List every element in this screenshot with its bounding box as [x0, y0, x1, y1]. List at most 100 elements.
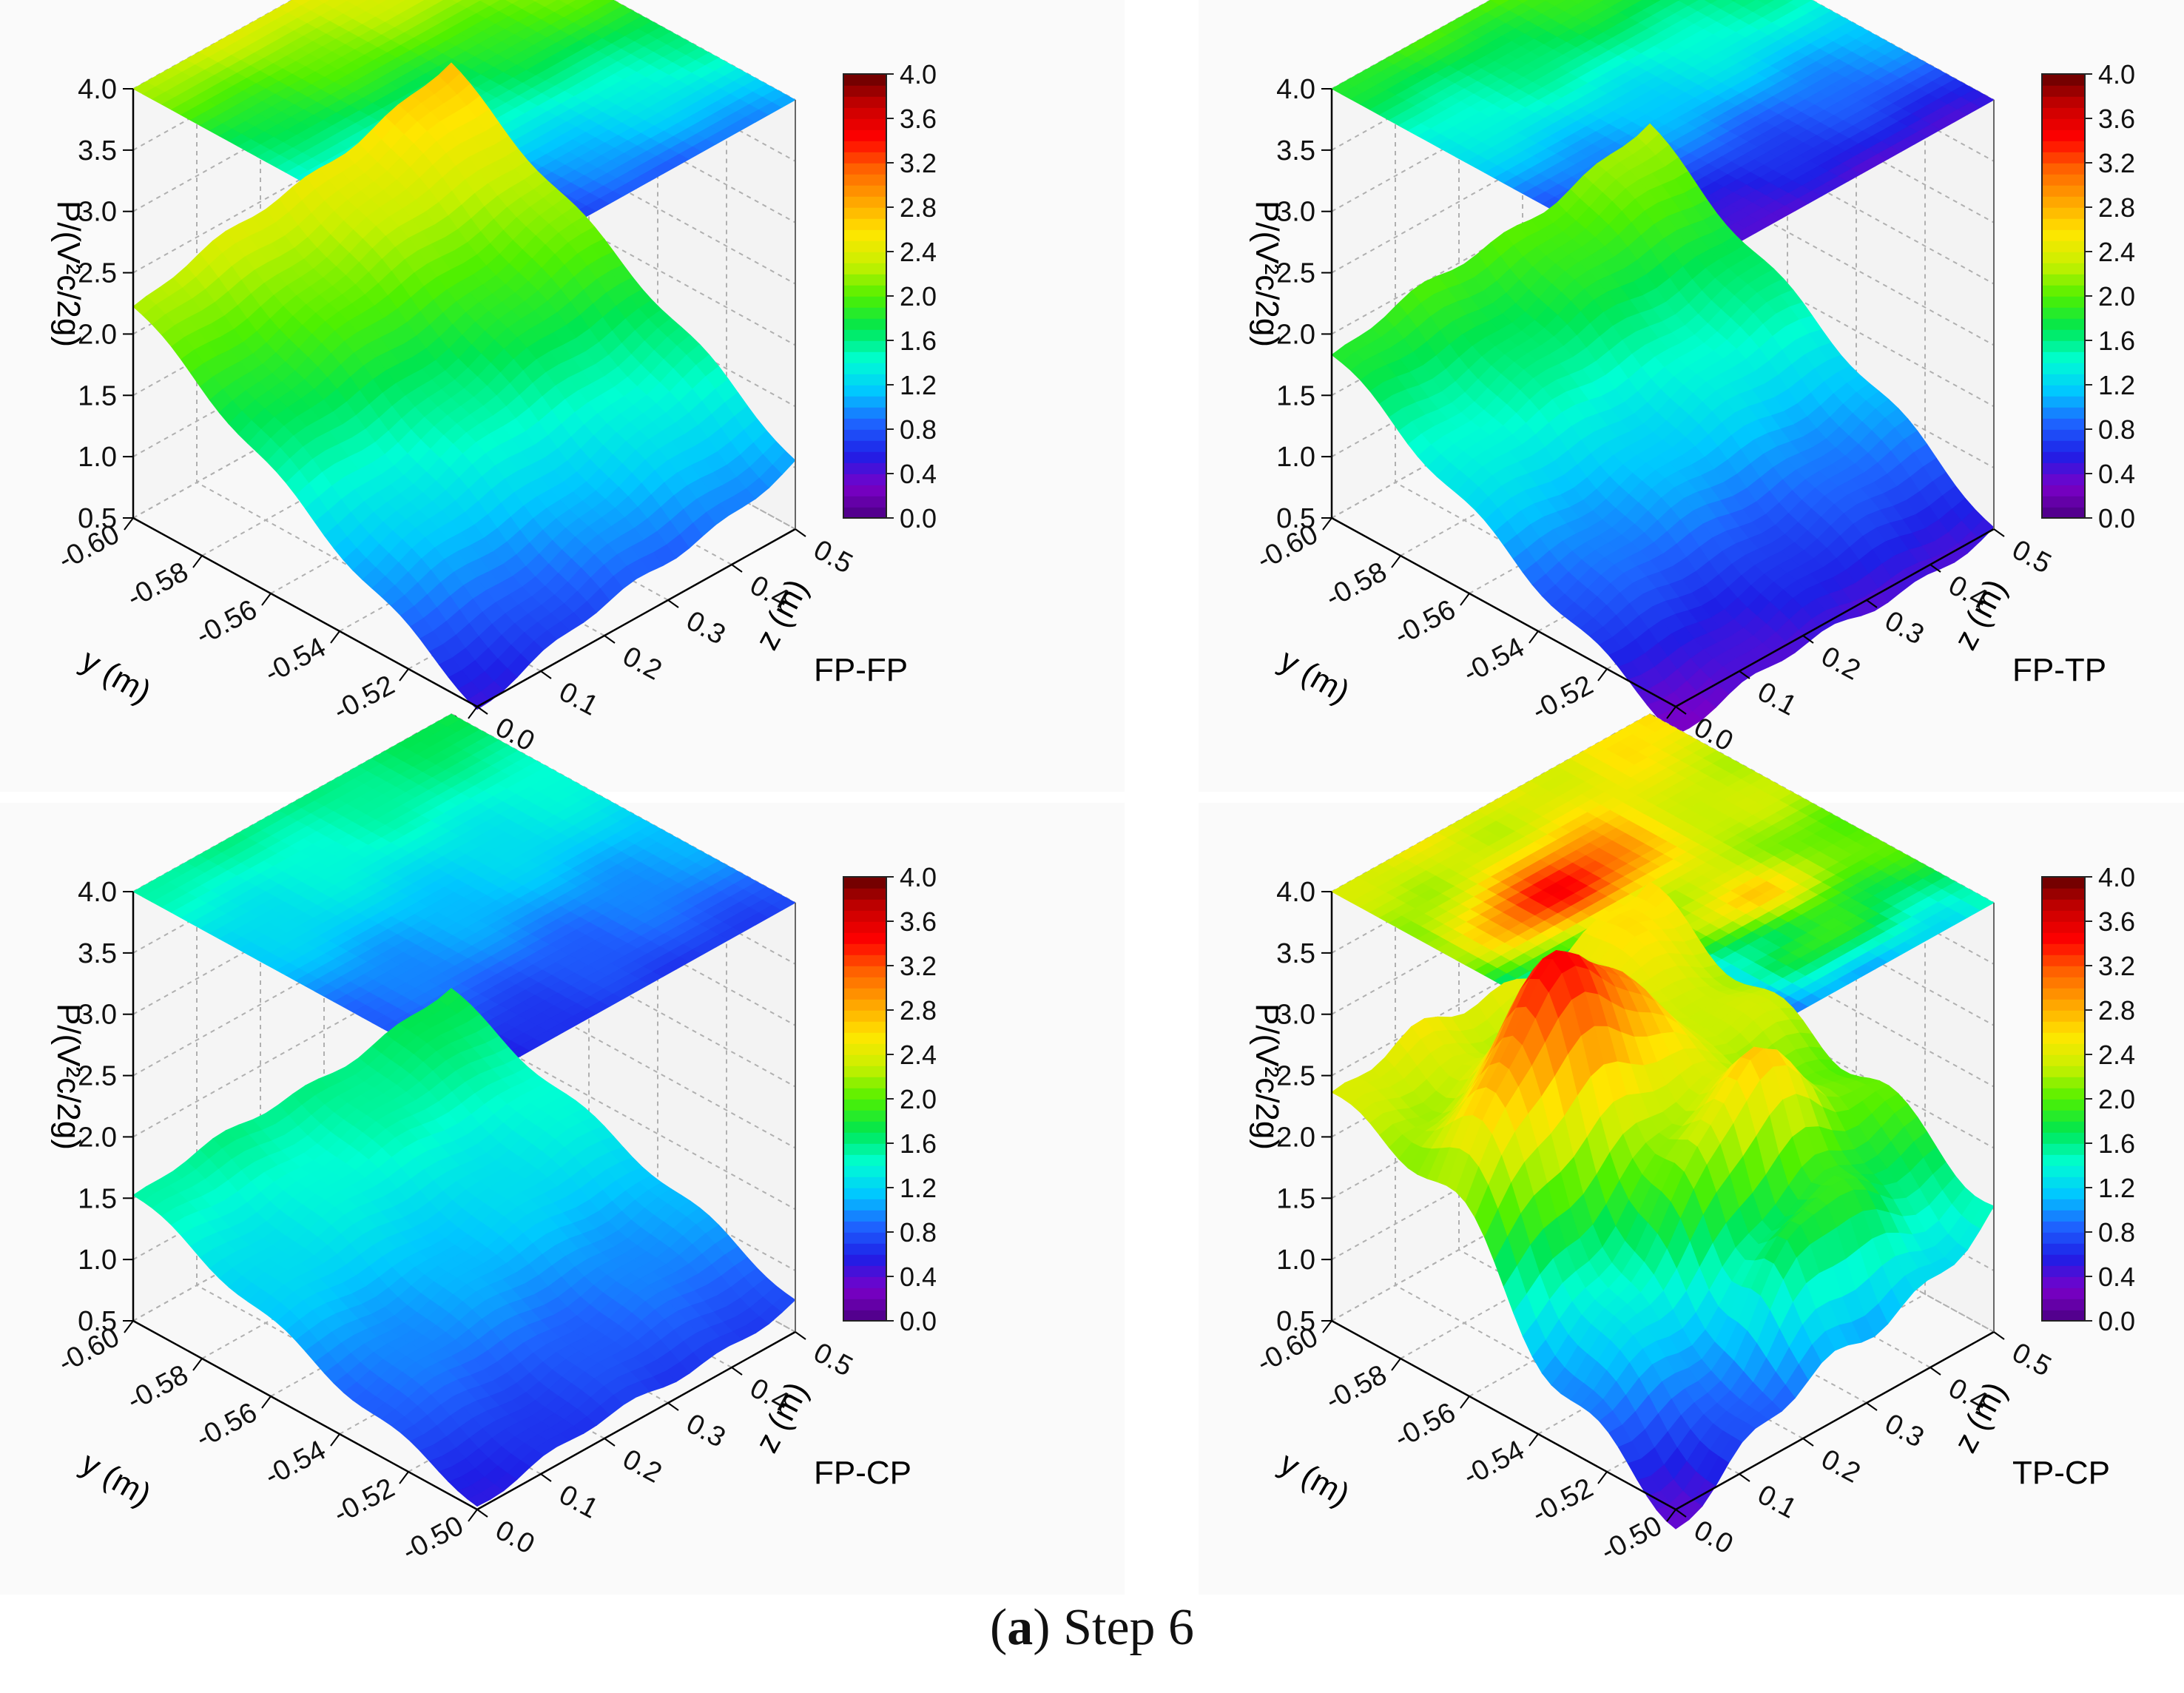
- colorbar-band: [2042, 274, 2085, 286]
- colorbar-band: [843, 85, 886, 97]
- colorbar-tick-label: 2.8: [2098, 192, 2135, 223]
- z-axis-title: P/(V²c/2g): [1249, 201, 1285, 347]
- colorbar-band: [2042, 252, 2085, 263]
- colorbar-band: [843, 152, 886, 164]
- colorbar-tick-label: 1.6: [900, 326, 937, 356]
- contour-cell: [371, 0, 388, 4]
- colorbar-band: [2042, 240, 2085, 252]
- colorbar-band: [2042, 107, 2085, 119]
- colorbar-tick-label: 2.4: [2098, 237, 2135, 267]
- z-tick-label: 1.5: [78, 380, 117, 411]
- panel-label: FP-TP: [2012, 652, 2106, 688]
- z-tick-label: 3.5: [78, 135, 117, 166]
- colorbar-band: [843, 118, 886, 130]
- colorbar-band: [843, 307, 886, 319]
- colorbar-band: [2042, 141, 2085, 152]
- colorbar-band: [2042, 307, 2085, 319]
- colorbar-tick-label: 2.0: [900, 281, 937, 312]
- colorbar-band: [2042, 507, 2085, 519]
- colorbar-band: [2042, 385, 2085, 397]
- colorbar-band: [843, 174, 886, 186]
- colorbar-band: [2042, 118, 2085, 130]
- colorbar-band: [2042, 285, 2085, 297]
- colorbar-band: [2042, 462, 2085, 474]
- colorbar-band: [843, 385, 886, 397]
- colorbar-tick-label: 4.0: [900, 59, 937, 90]
- colorbar-band: [2042, 396, 2085, 408]
- colorbar-band: [843, 340, 886, 352]
- colorbar-tick-label: 0.4: [900, 459, 937, 489]
- colorbar-band: [2042, 185, 2085, 197]
- colorbar-band: [843, 207, 886, 219]
- colorbar-tick-label: 0.8: [2098, 414, 2135, 445]
- colorbar-tick-label: 1.6: [2098, 326, 2135, 356]
- colorbar-band: [2042, 85, 2085, 97]
- colorbar-band: [2042, 163, 2085, 175]
- colorbar-tick-label: 4.0: [2098, 59, 2135, 90]
- contour-cell: [479, 0, 502, 7]
- colorbar-band: [2042, 96, 2085, 108]
- colorbar-band: [843, 462, 886, 474]
- colorbar-band: [843, 374, 886, 386]
- colorbar-tick-label: 2.4: [900, 237, 937, 267]
- colorbar-band: [843, 429, 886, 441]
- colorbar-tick-label: 1.2: [2098, 370, 2135, 400]
- colorbar-tick-label: 0.8: [900, 414, 937, 445]
- colorbar-band: [2042, 296, 2085, 308]
- colorbar-band: [2042, 196, 2085, 208]
- contour-cell: [585, 0, 596, 3]
- z-tick-label: 4.0: [78, 74, 117, 105]
- contour-cell: [532, 0, 539, 2]
- contour-cell: [291, 0, 312, 6]
- surface-mesh: [132, 62, 796, 710]
- colorbar-band: [843, 474, 886, 485]
- colorbar-band: [843, 107, 886, 119]
- colorbar-band: [843, 263, 886, 275]
- colorbar-tick-label: 3.2: [900, 148, 937, 178]
- z-axis-title: P/(V²c/2g): [50, 201, 87, 347]
- colorbar-band: [2042, 129, 2085, 141]
- colorbar-band: [2042, 329, 2085, 341]
- colorbar-band: [2042, 363, 2085, 374]
- colorbar-band: [843, 451, 886, 463]
- contour-cell: [346, 0, 369, 7]
- colorbar-band: [843, 96, 886, 108]
- colorbar-band: [2042, 407, 2085, 419]
- colorbar-band: [2042, 496, 2085, 508]
- contour-cell: [452, 0, 464, 4]
- contour-cell: [535, 0, 559, 7]
- colorbar-band: [2042, 318, 2085, 330]
- colorbar-band: [843, 396, 886, 408]
- z-tick-label: 4.0: [1276, 74, 1315, 105]
- colorbar-band: [843, 229, 886, 241]
- chart-panel: 0.51.01.52.02.53.03.54.0-0.60-0.58-0.56-…: [0, 0, 1125, 792]
- contour-cell: [505, 0, 521, 4]
- colorbar-band: [843, 407, 886, 419]
- colorbar-tick-label: 3.6: [2098, 104, 2135, 134]
- contour-cell: [559, 0, 577, 5]
- colorbar-band: [2042, 351, 2085, 363]
- colorbar-band: [843, 218, 886, 230]
- colorbar-band: [2042, 418, 2085, 430]
- z-tick-label: 3.5: [1276, 135, 1315, 166]
- colorbar-band: [843, 240, 886, 252]
- colorbar-band: [843, 141, 886, 152]
- colorbar-band: [2042, 229, 2085, 241]
- z-tick-label: 1.0: [1276, 442, 1315, 473]
- colorbar-band: [2042, 451, 2085, 463]
- chart-panel: 0.51.01.52.02.53.03.54.0-0.60-0.58-0.56-…: [0, 713, 1125, 1595]
- colorbar-band: [2042, 440, 2085, 452]
- colorbar-band: [843, 496, 886, 508]
- colorbar-band: [843, 351, 886, 363]
- colorbar-tick-label: 2.8: [900, 192, 937, 223]
- colorbar-band: [843, 185, 886, 197]
- colorbar-band: [2042, 152, 2085, 164]
- colorbar-band: [2042, 74, 2085, 86]
- colorbar-band: [2042, 174, 2085, 186]
- chart-panel: 0.51.01.52.02.53.03.54.0-0.60-0.58-0.56-…: [1199, 0, 2184, 792]
- colorbar-band: [2042, 218, 2085, 230]
- colorbar-band: [2042, 374, 2085, 386]
- colorbar-tick-label: 0.0: [900, 503, 937, 534]
- colorbar-band: [843, 274, 886, 286]
